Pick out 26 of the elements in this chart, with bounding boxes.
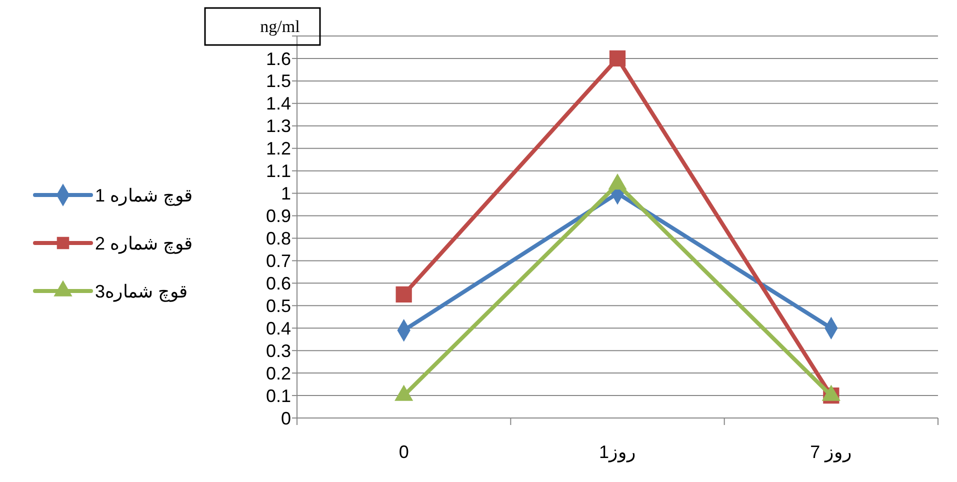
y-tick-label: 0.9 [266, 206, 291, 226]
point [396, 286, 412, 302]
y-tick-label: 0.2 [266, 363, 291, 384]
y-tick-label: 0 [280, 408, 291, 428]
y-tick-label: 0.3 [266, 340, 291, 361]
y-tick-label: 1.5 [266, 71, 291, 92]
x-tick-label: روز 7 [810, 442, 852, 463]
legend-label: قوچ شماره3 [95, 281, 188, 302]
y-tick-label: 0.8 [266, 228, 291, 249]
y-tick-label: 1.1 [266, 161, 291, 182]
x-tick-label: 0 [398, 442, 409, 462]
y-tick-label: 0.5 [266, 296, 291, 316]
y-tick-label: 0.6 [266, 273, 291, 294]
y-axis-title: ng/ml [260, 17, 300, 36]
y-tick-label: 1.3 [266, 116, 291, 136]
y-tick-label: 0.1 [266, 386, 291, 406]
y-tick-label: 0.7 [266, 251, 291, 272]
point [609, 50, 626, 67]
y-tick-label: 1.2 [266, 138, 291, 159]
x-tick-label: روز1 [598, 442, 636, 463]
legend-label: قوچ شماره 2 [95, 233, 194, 254]
y-tick-label: 1.4 [266, 94, 291, 114]
legend-label: قوچ شماره 1 [95, 185, 194, 206]
y-tick-label: 0.4 [266, 318, 291, 338]
y-tick-label: 1.6 [266, 48, 291, 69]
y-tick-label: 1 [280, 184, 291, 204]
